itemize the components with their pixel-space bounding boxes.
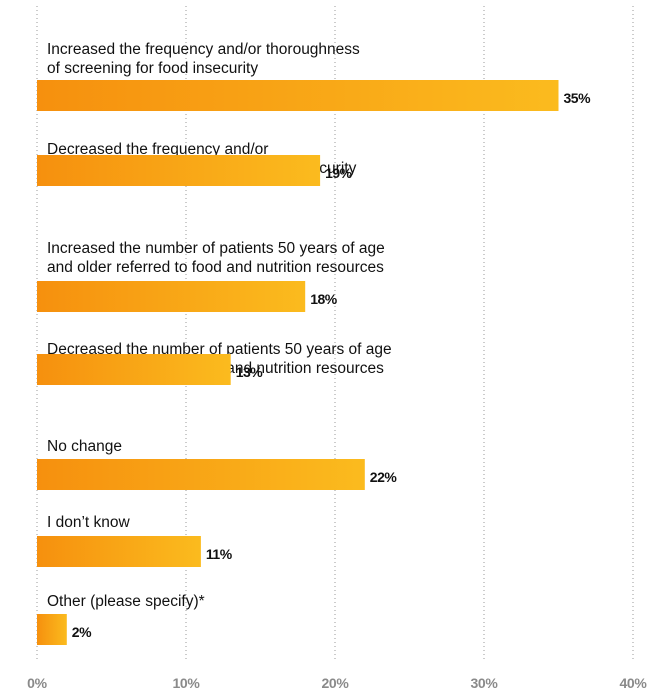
value-label: 18% [310, 291, 338, 307]
category-label-line: I don’t know [47, 514, 131, 531]
bar-row: Increased the number of patients 50 year… [37, 240, 385, 312]
bar [37, 614, 67, 645]
x-tick-label: 20% [321, 675, 349, 691]
bar [37, 155, 321, 186]
category-label-line: No change [47, 438, 122, 455]
bar-row: Increased the frequency and/or thoroughn… [37, 41, 592, 111]
value-label: 35% [564, 90, 592, 106]
category-label-line: Decreased the frequency and/or [47, 141, 268, 158]
value-label: 19% [325, 165, 353, 181]
bar [37, 80, 559, 111]
category-label-line: Increased the number of patients 50 year… [47, 240, 385, 257]
category-label: I don’t know [47, 514, 131, 531]
bar [37, 459, 365, 490]
category-label: Other (please specify)* [47, 593, 205, 610]
x-tick-label: 30% [470, 675, 498, 691]
category-label-line: of screening for food insecurity [47, 60, 258, 77]
bar [37, 281, 306, 312]
category-label: Increased the number of patients 50 year… [47, 240, 385, 276]
category-label: No change [47, 438, 122, 455]
value-label: 2% [72, 624, 92, 640]
x-tick-label: 0% [27, 675, 47, 691]
category-label: Increased the frequency and/or thoroughn… [47, 41, 360, 77]
category-label-line: Decreased the number of patients 50 year… [47, 341, 392, 358]
bar-row: Decreased the frequency and/orthoroughne… [37, 141, 357, 186]
x-tick-label: 10% [172, 675, 200, 691]
value-label: 13% [236, 364, 264, 380]
bar-row: I don’t know 11% [37, 514, 233, 567]
bar [37, 354, 231, 385]
bar [37, 536, 201, 567]
bar-row: No change 22% [37, 438, 398, 490]
bars: Increased the frequency and/or thoroughn… [37, 41, 592, 645]
value-label: 22% [370, 469, 398, 485]
category-label-line: Other (please specify)* [47, 593, 205, 610]
value-label: 11% [206, 546, 233, 562]
x-axis-ticks: 0% 10% 20% 30% 40% [27, 675, 648, 691]
category-label-line: and older referred to food and nutrition… [47, 259, 384, 276]
x-tick-label: 40% [619, 675, 647, 691]
bar-row: Decreased the number of patients 50 year… [37, 341, 392, 385]
category-label-line: Increased the frequency and/or thoroughn… [47, 41, 360, 58]
bar-row: Other (please specify)* 2% [37, 593, 205, 645]
